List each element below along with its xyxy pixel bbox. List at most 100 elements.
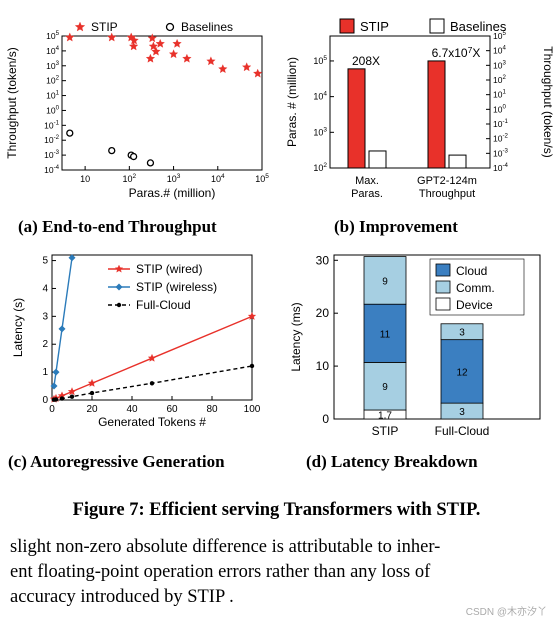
legend-label: STIP (wired) <box>136 262 202 276</box>
y-tick-label: 1 <box>42 367 48 378</box>
y2-tick-label: 104 <box>493 45 506 56</box>
y-tick-label: 104 <box>46 45 59 56</box>
improvement-annotation: 208X <box>352 54 380 68</box>
stip-point <box>65 32 75 42</box>
legend-swatch <box>435 263 451 277</box>
y-tick-label: 4 <box>42 283 48 294</box>
series-line <box>53 257 73 387</box>
panel-c-autoregressive-chart: 0 1 2 3 4 5 0 20 40 60 80 100 Generated Tokens # Late… <box>0 245 270 440</box>
stack-segment <box>363 361 407 411</box>
legend-label: STIP (wireless) <box>136 280 217 294</box>
caption-a: (a) End-to-end Throughput <box>18 217 217 236</box>
y-tick-label: 5 <box>42 256 48 267</box>
y-tick-label: 102 <box>313 162 327 173</box>
chart-b-svg: 105 104 103 102 105 104 103 102 101 100 10-1 10-2 10… <box>285 18 553 200</box>
segment-value-label: 12 <box>456 367 468 378</box>
baseline-point <box>146 159 155 167</box>
y-tick-label: 101 <box>46 90 59 101</box>
series-point <box>52 368 60 376</box>
y-tick-label: 20 <box>316 306 330 320</box>
y-tick-label: 104 <box>313 91 327 102</box>
series-point <box>53 397 59 402</box>
series-point <box>59 396 65 401</box>
plot-frame <box>329 35 491 169</box>
legend-swatch <box>435 297 451 311</box>
baseline-point <box>108 146 116 155</box>
chart-c-svg: 0 1 2 3 4 5 0 20 40 60 80 100 Generated Tokens # Late… <box>11 254 261 429</box>
chart-a-svg: 105 104 103 102 101 100 10-1 10-2 10-3 10-4 10 102 1… <box>5 20 269 200</box>
stip-point <box>242 62 252 72</box>
y-tick-label: 103 <box>46 60 59 71</box>
x-category-label: Throughput <box>419 188 475 200</box>
stip-point <box>218 64 228 74</box>
x-axis-label: Paras.# (million) <box>129 186 216 200</box>
series-point <box>67 387 77 396</box>
baseline-point <box>66 129 74 137</box>
legend-label-stip: STIP <box>91 20 118 34</box>
x-tick-label: 60 <box>166 404 178 415</box>
stack-segment <box>440 339 484 404</box>
segment-value-label: 3 <box>459 328 465 339</box>
watermark: CSDN @木亦汐丫 <box>465 607 547 618</box>
legend-star-marker <box>74 21 86 32</box>
legend-swatch-stip <box>339 18 355 34</box>
stack-segment <box>363 303 407 363</box>
y-tick-label: 10-4 <box>44 164 60 175</box>
series-point <box>247 311 257 320</box>
x-tick-label: 80 <box>206 404 218 415</box>
stip-point <box>182 53 192 63</box>
stip-point <box>155 38 165 48</box>
stip-point <box>168 49 179 59</box>
x-tick-label: 40 <box>126 404 138 415</box>
x-axis-label: Generated Tokens # <box>98 415 206 429</box>
y2-tick-label: 100 <box>493 103 506 114</box>
y-axis-label: Paras. # (million) <box>285 57 299 147</box>
stip-point <box>151 46 161 56</box>
y-tick-label: 30 <box>316 253 330 267</box>
y-tick-label: 10-3 <box>44 149 60 160</box>
panel-d-latency-chart: 0 10 20 30 Latency (ms) 1.7 9 11 9 STIP 3 12 3 Full-C… <box>278 245 553 445</box>
figure-caption: Figure 7: Efficient serving Transformers… <box>72 500 481 520</box>
legend-label-baselines: Baselines <box>450 19 507 34</box>
stack-segment <box>440 323 484 341</box>
series-point <box>87 378 97 387</box>
stip-point <box>147 33 157 43</box>
y-tick-label: 105 <box>46 30 59 41</box>
x-tick-label: 105 <box>255 173 269 184</box>
y-axis-label: Throughput (token/s) <box>5 47 19 158</box>
x-tick-label: 0 <box>49 404 55 415</box>
stip-point <box>148 41 159 51</box>
bar-stip <box>427 60 446 169</box>
segment-value-label: 9 <box>382 382 388 393</box>
body-paragraph: slight non-zero absolute difference is a… <box>10 535 545 610</box>
caption-c: (c) Autoregressive Generation <box>8 452 225 471</box>
y2-tick-label: 10-2 <box>493 133 509 144</box>
stip-point <box>253 68 263 78</box>
body-line: slight non-zero absolute difference is a… <box>10 537 441 557</box>
bar-baselines <box>368 150 387 169</box>
series-point <box>69 394 75 399</box>
x-tick-label: 102 <box>123 173 137 184</box>
y2-tick-label: 105 <box>493 30 506 41</box>
baseline-point <box>129 152 138 161</box>
x-tick-label: 104 <box>211 173 225 184</box>
y2-tick-label: 10-1 <box>493 118 509 129</box>
y2-axis-label: Throughput (token/s) <box>541 46 553 157</box>
legend-label-stip: STIP <box>360 19 389 34</box>
legend-marker <box>115 283 123 291</box>
y-tick-label: 10-1 <box>44 119 60 130</box>
y-tick-label: 0 <box>42 395 48 406</box>
segment-value-label: 1.7 <box>378 411 392 422</box>
legend-marker <box>116 302 122 308</box>
series-point <box>147 353 157 362</box>
x-tick-label: 103 <box>167 173 181 184</box>
legend-label: Comm. <box>456 281 495 295</box>
legend-circle-marker <box>165 22 175 32</box>
y-tick-label: 102 <box>46 75 59 86</box>
bar-stip <box>347 68 366 169</box>
series-point <box>50 382 58 390</box>
x-category-label: STIP <box>372 424 399 438</box>
y2-tick-label: 10-3 <box>493 147 509 158</box>
series-point <box>149 381 155 386</box>
stip-point <box>107 32 117 42</box>
